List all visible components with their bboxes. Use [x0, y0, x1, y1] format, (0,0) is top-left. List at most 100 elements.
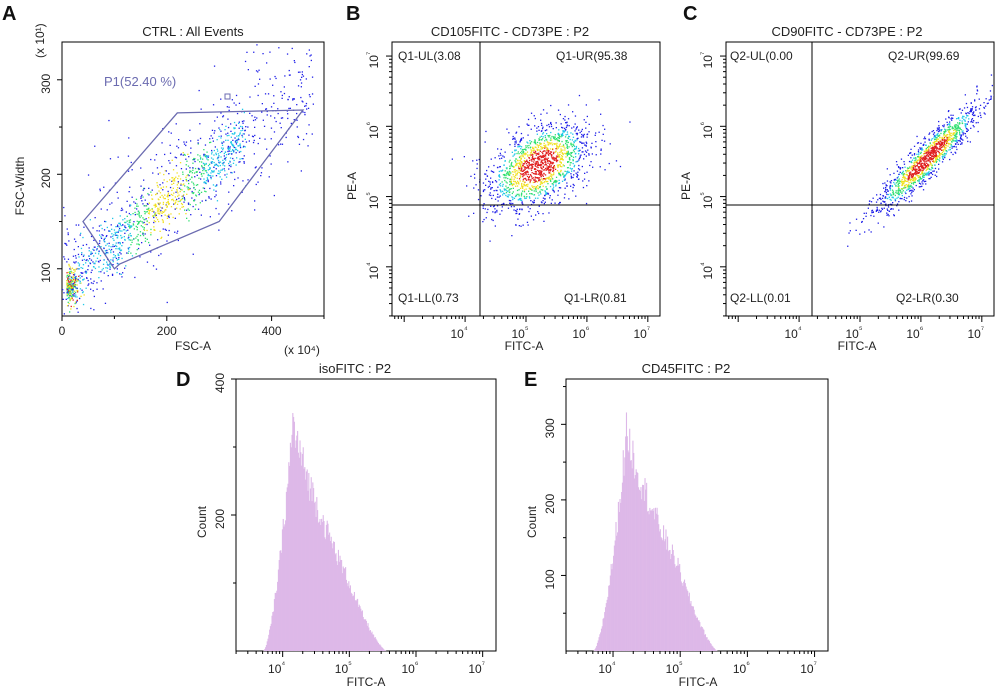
- data-point: [931, 130, 933, 133]
- data-point: [964, 94, 966, 96]
- data-point: [909, 173, 911, 175]
- data-point: [533, 147, 535, 150]
- data-point: [239, 133, 241, 135]
- data-point: [947, 123, 950, 125]
- data-point: [168, 223, 171, 225]
- gate-handle[interactable]: [224, 93, 231, 100]
- data-point: [190, 170, 192, 172]
- data-point: [534, 139, 536, 142]
- data-point: [527, 224, 529, 226]
- data-point: [137, 222, 140, 225]
- data-point: [64, 258, 66, 260]
- data-point: [598, 131, 600, 133]
- data-point: [962, 130, 964, 132]
- data-point: [157, 173, 159, 175]
- data-point: [136, 205, 138, 207]
- data-point: [521, 150, 523, 152]
- data-point: [306, 108, 308, 110]
- data-point: [555, 184, 557, 186]
- data-point: [177, 182, 179, 184]
- data-point: [934, 146, 937, 149]
- data-point: [81, 272, 83, 274]
- data-point: [917, 172, 919, 174]
- data-point: [212, 171, 214, 173]
- data-point: [537, 163, 539, 165]
- data-point: [522, 164, 524, 166]
- data-point: [205, 191, 207, 193]
- data-point: [579, 149, 581, 151]
- data-point: [236, 157, 238, 159]
- data-point: [965, 126, 967, 128]
- data-point: [296, 119, 298, 121]
- data-point: [133, 228, 135, 230]
- data-point: [247, 126, 249, 128]
- data-point: [512, 187, 514, 189]
- data-point: [532, 181, 534, 184]
- data-point: [566, 152, 569, 155]
- data-point: [531, 185, 533, 187]
- data-point: [77, 280, 79, 282]
- data-point: [233, 146, 235, 149]
- data-point: [934, 155, 936, 157]
- data-point: [136, 213, 138, 215]
- data-point: [847, 245, 849, 247]
- data-point: [273, 131, 276, 133]
- data-point: [942, 146, 944, 148]
- data-point: [565, 122, 567, 124]
- data-point: [239, 145, 241, 147]
- data-point: [965, 123, 967, 125]
- data-point: [143, 218, 145, 221]
- data-point: [312, 103, 314, 105]
- data-point: [550, 137, 552, 139]
- data-point: [577, 168, 580, 170]
- data-point: [977, 121, 979, 124]
- data-point: [896, 205, 898, 207]
- data-point: [886, 168, 888, 170]
- histogram-bin: [287, 483, 289, 651]
- data-point: [198, 189, 201, 191]
- data-point: [204, 190, 206, 192]
- data-point: [533, 179, 535, 181]
- data-point: [154, 159, 156, 161]
- data-point: [168, 160, 170, 162]
- data-point: [932, 160, 935, 162]
- data-point: [188, 182, 190, 185]
- data-point: [257, 142, 259, 145]
- data-point: [525, 146, 527, 149]
- data-point: [883, 201, 885, 203]
- data-point: [533, 188, 535, 190]
- data-point: [551, 158, 554, 160]
- data-point: [136, 220, 138, 222]
- data-point: [537, 166, 539, 169]
- data-point: [147, 212, 150, 214]
- data-point: [936, 147, 938, 149]
- data-point: [933, 161, 935, 163]
- data-point: [287, 161, 289, 163]
- gate-p1[interactable]: [82, 109, 305, 270]
- data-point: [927, 159, 929, 161]
- data-point: [212, 175, 214, 177]
- data-point: [530, 128, 532, 130]
- data-point: [961, 109, 964, 111]
- data-point: [567, 118, 570, 120]
- data-point: [560, 136, 562, 138]
- data-point: [227, 145, 229, 148]
- data-point: [197, 208, 200, 210]
- data-point: [545, 162, 547, 164]
- data-point: [924, 161, 926, 163]
- data-point: [568, 152, 570, 155]
- data-point: [187, 174, 189, 176]
- histogram-bin: [307, 490, 309, 651]
- data-point: [234, 131, 236, 134]
- data-point: [79, 280, 81, 282]
- data-point: [70, 279, 72, 282]
- data-point: [922, 168, 924, 170]
- data-point: [537, 160, 539, 163]
- data-point: [579, 155, 581, 157]
- data-point: [257, 181, 259, 183]
- data-point: [83, 278, 85, 280]
- data-point: [261, 103, 263, 105]
- data-point: [947, 131, 950, 133]
- data-point: [897, 191, 899, 193]
